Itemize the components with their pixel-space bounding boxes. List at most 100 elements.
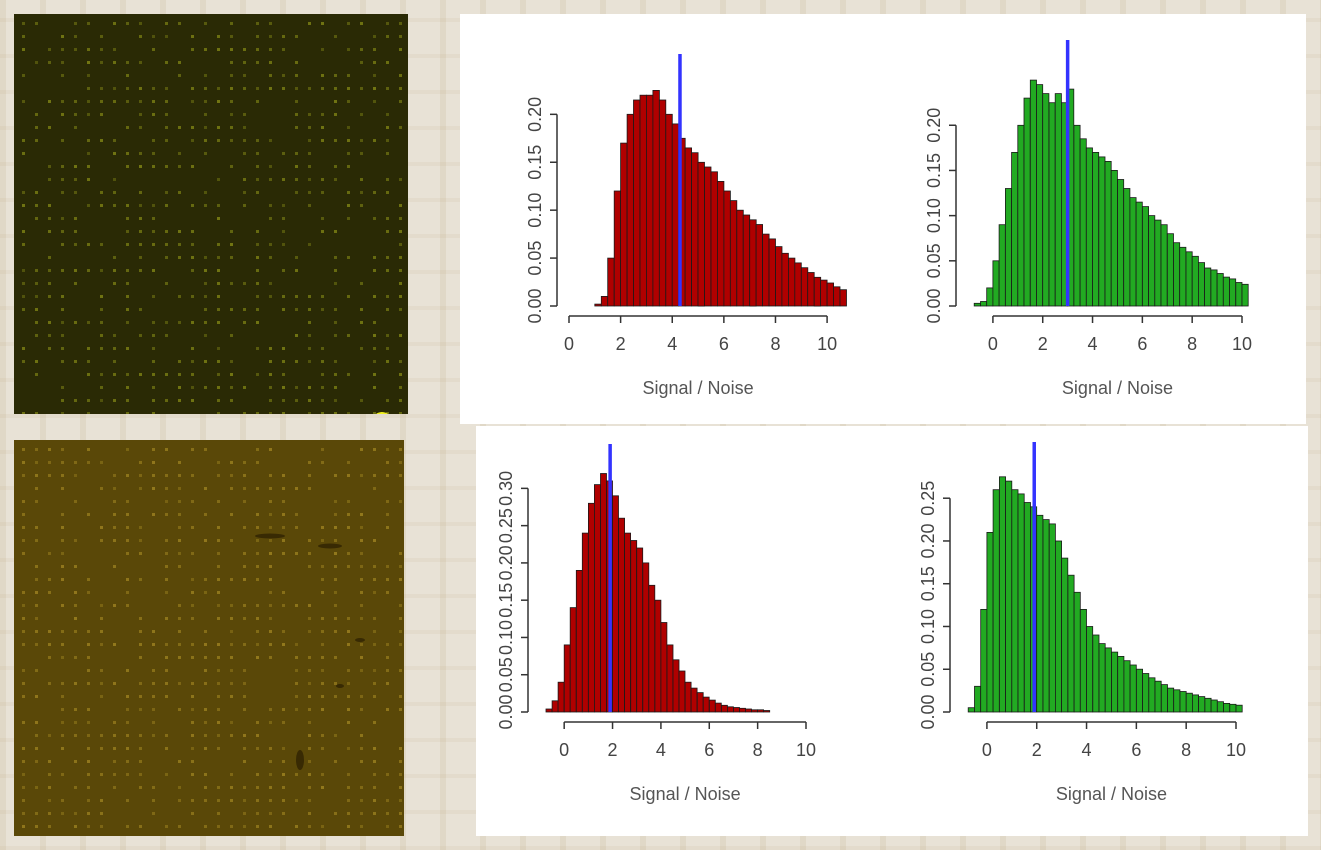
scan-spot <box>178 786 181 789</box>
scan-spot <box>256 412 259 414</box>
scan-spot <box>126 825 129 828</box>
scan-spot <box>113 526 116 529</box>
histogram-bar <box>569 607 577 713</box>
scan-spot <box>386 565 389 568</box>
scan-spot <box>126 321 129 324</box>
scan-spot <box>87 152 90 155</box>
scan-spot <box>113 721 116 724</box>
scan-spot <box>308 630 311 633</box>
scan-spot <box>48 773 51 776</box>
scan-spot <box>386 500 389 503</box>
scan-spot <box>230 100 233 103</box>
scan-spot <box>269 204 272 207</box>
scan-spot <box>165 61 168 64</box>
scan-spot <box>178 399 181 402</box>
scan-spot <box>165 230 168 233</box>
scan-spot <box>100 487 103 490</box>
scan-spot <box>126 578 129 581</box>
scan-spot <box>35 721 38 724</box>
scan-spot <box>373 191 376 194</box>
scan-spot <box>61 734 64 737</box>
scan-spot <box>347 373 350 376</box>
scan-spot <box>48 204 51 207</box>
scan-spot <box>308 308 311 311</box>
scan-spot <box>165 539 168 542</box>
scan-spot <box>360 113 363 116</box>
scan-spot <box>282 747 285 750</box>
scan-spot <box>22 500 25 503</box>
histogram-bar <box>742 214 751 307</box>
scan-spot <box>269 360 272 363</box>
scan-spot <box>282 812 285 815</box>
scan-spot <box>386 360 389 363</box>
scan-spot <box>165 165 168 168</box>
scan-spot <box>217 474 220 477</box>
histogram-bar <box>666 644 674 713</box>
scan-spot <box>126 386 129 389</box>
scan-spot <box>100 139 103 142</box>
scan-spot <box>204 578 207 581</box>
histogram-bar <box>1166 233 1174 307</box>
scan-spot <box>230 74 233 77</box>
scan-spot <box>204 152 207 155</box>
scan-spot <box>334 812 337 815</box>
scan-spot <box>61 721 64 724</box>
scan-spot <box>22 48 25 51</box>
scan-spot <box>165 126 168 129</box>
scan-spot <box>347 643 350 646</box>
scan-spot <box>230 48 233 51</box>
scan-spot <box>126 734 129 737</box>
scan-spot <box>152 321 155 324</box>
scan-spot <box>282 386 285 389</box>
scan-spot <box>178 321 181 324</box>
histogram-bar <box>826 282 835 307</box>
scan-spot <box>87 760 90 763</box>
scan-spot <box>347 799 350 802</box>
scan-spot <box>386 708 389 711</box>
scan-spot <box>399 334 402 337</box>
histogram-bar <box>607 257 615 307</box>
scan-spot <box>347 526 350 529</box>
scan-spot <box>308 734 311 737</box>
scan-spot <box>217 347 220 350</box>
scan-spot <box>386 825 389 828</box>
scan-spot <box>61 526 64 529</box>
histogram-panel-bottom: 0 2 4 6 8 10 0.00 0.05 0.10 0.15 0.20 0.25 0.30 Signa… <box>476 426 1308 836</box>
scan-spot <box>165 87 168 90</box>
histogram-bar <box>1235 282 1243 307</box>
scan-spot <box>282 178 285 181</box>
scan-spot <box>230 230 233 233</box>
scan-spot <box>308 708 311 711</box>
scan-spot <box>386 643 389 646</box>
scan-spot <box>35 669 38 672</box>
histogram-bar <box>1054 540 1062 713</box>
scan-spot <box>204 139 207 142</box>
x-tick-label: 6 <box>704 740 714 760</box>
scan-spot <box>165 100 168 103</box>
scan-spot <box>61 165 64 168</box>
scan-spot <box>360 87 363 90</box>
scan-spot <box>321 526 324 529</box>
scan-spot <box>360 178 363 181</box>
scan-spot <box>347 334 350 337</box>
scan-spot <box>321 682 324 685</box>
scan-spot <box>126 552 129 555</box>
histogram-bar <box>775 246 783 307</box>
scan-spot <box>100 191 103 194</box>
scan-spot <box>178 461 181 464</box>
scan-spot <box>269 500 272 503</box>
scan-spot <box>269 643 272 646</box>
scan-spot <box>152 513 155 516</box>
scan-spot <box>243 669 246 672</box>
histogram-bar <box>594 303 602 307</box>
histogram-bar <box>716 180 725 307</box>
histogram-bar <box>642 562 650 713</box>
scan-spot <box>74 178 77 181</box>
scan-spot <box>295 191 298 194</box>
scan-spot <box>230 487 233 490</box>
scan-spot <box>113 399 116 402</box>
scan-spot <box>243 526 246 529</box>
scan-spot <box>178 22 181 25</box>
scan-spot <box>282 786 285 789</box>
scan-spot <box>61 191 64 194</box>
